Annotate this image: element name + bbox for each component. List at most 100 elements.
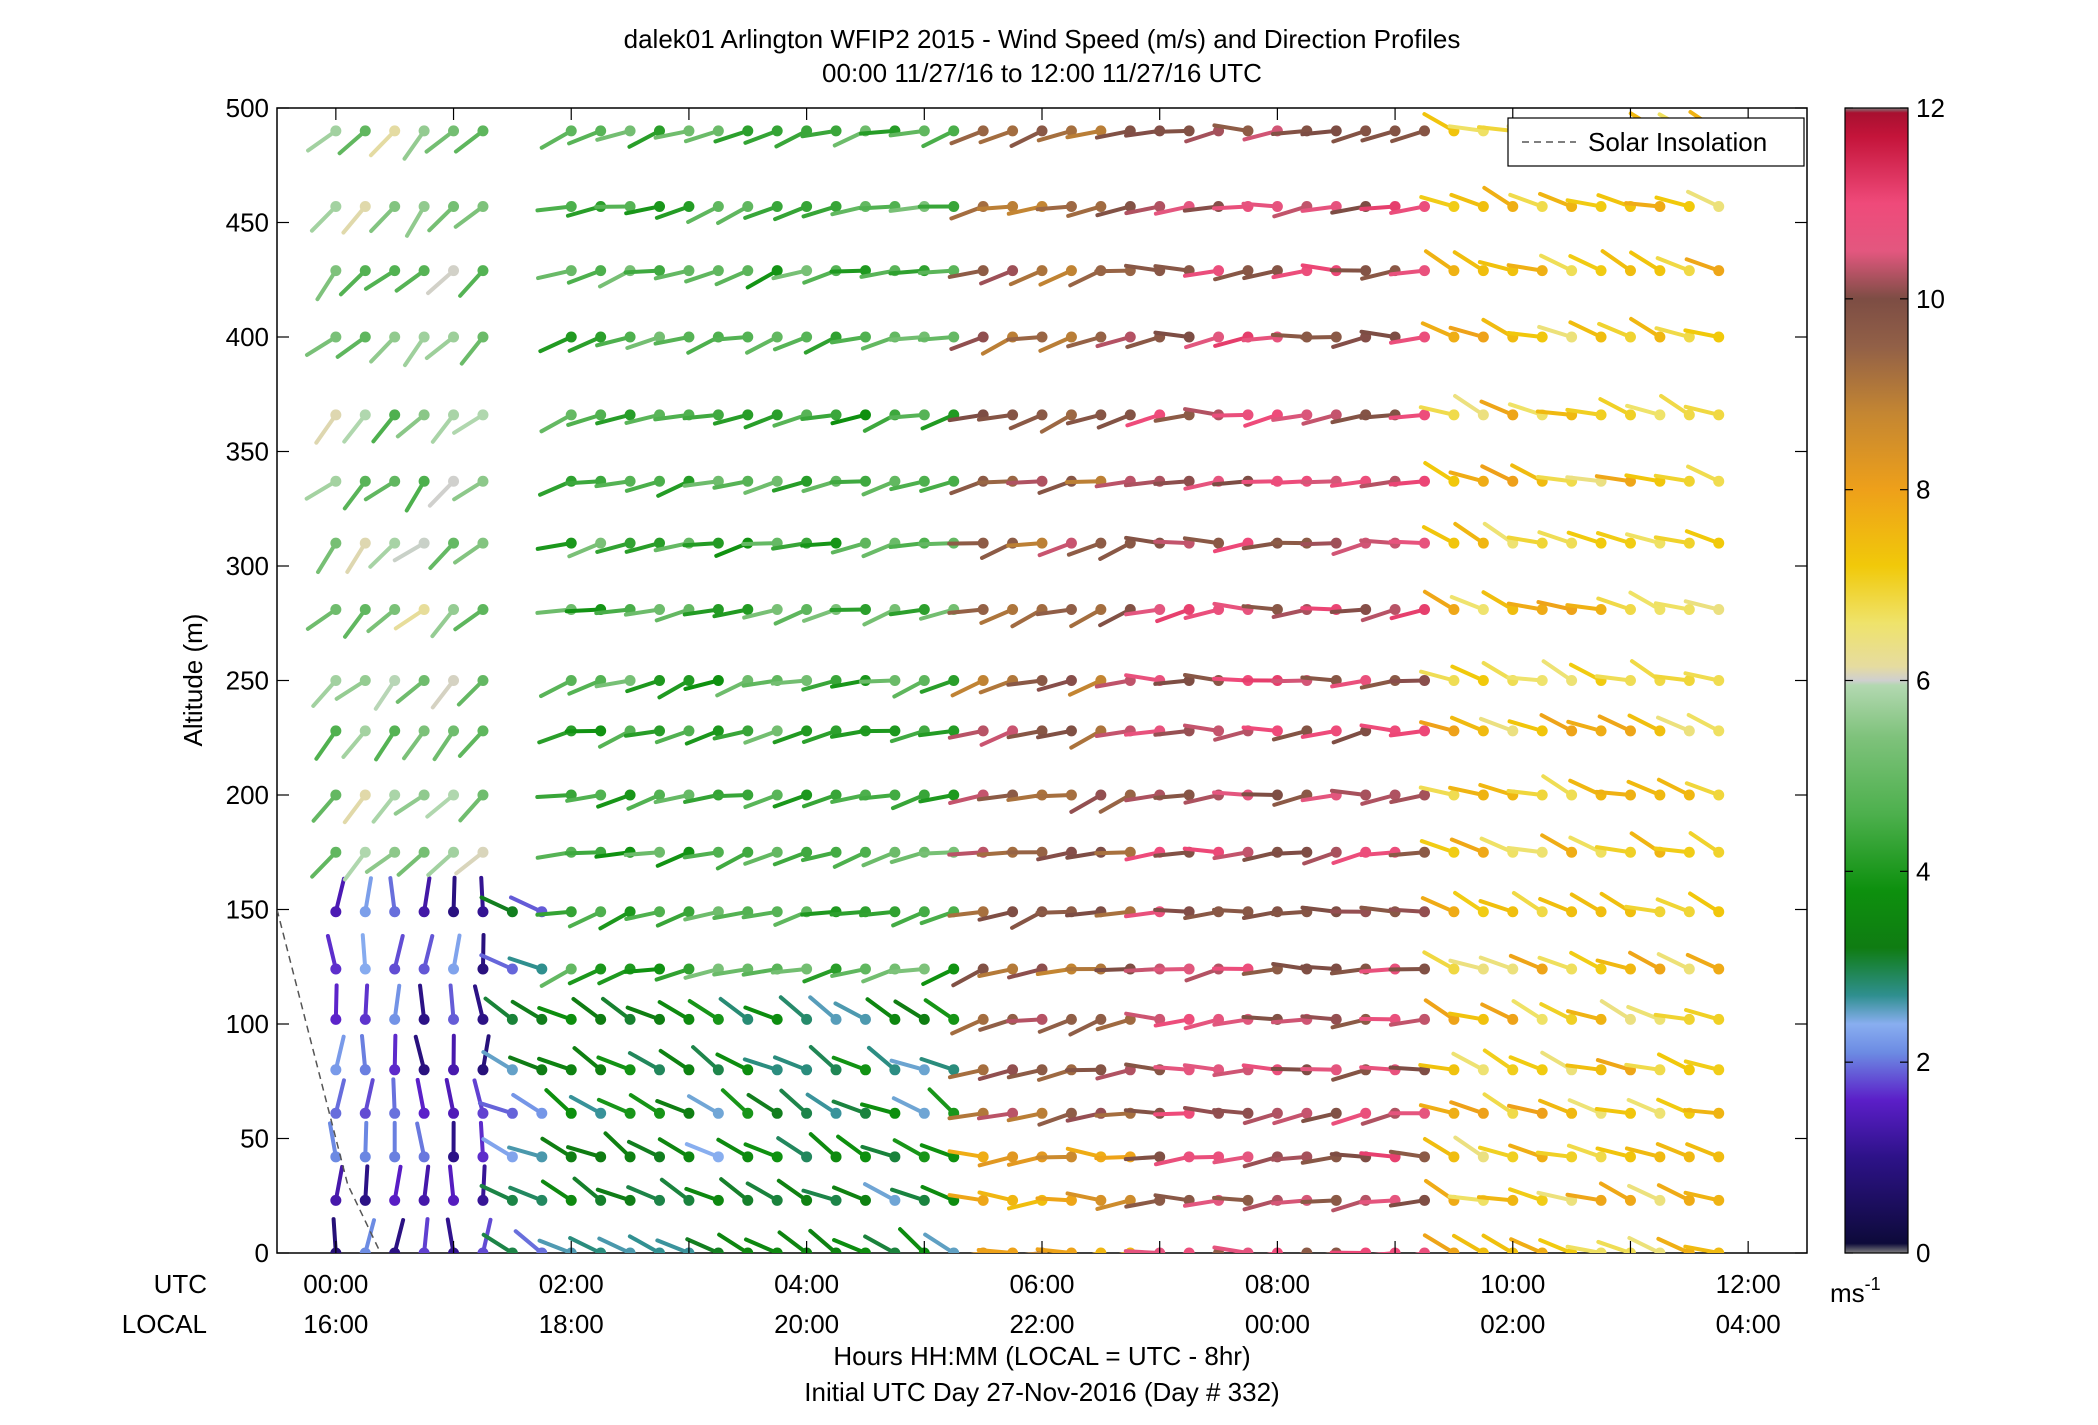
wind-barb-line bbox=[831, 1099, 868, 1116]
wind-barb-line bbox=[1009, 128, 1044, 148]
wind-barb-line bbox=[888, 607, 927, 617]
wind-barb-dot bbox=[1095, 125, 1107, 137]
wind-barb-dot bbox=[1154, 604, 1166, 616]
wind-barb-dot bbox=[1566, 1107, 1578, 1119]
wind-barb-dot bbox=[1065, 675, 1077, 686]
wind-barb-line bbox=[947, 1149, 986, 1159]
wind-barb-dot bbox=[742, 475, 754, 487]
wind-barb-line bbox=[1124, 1062, 1162, 1072]
wind-barb-line bbox=[1600, 249, 1633, 273]
wind-barb-line bbox=[1626, 1097, 1662, 1116]
wind-barb-line bbox=[1565, 1192, 1604, 1203]
wind-barb-line bbox=[1506, 675, 1545, 683]
wind-barb-line bbox=[345, 541, 368, 574]
wind-barb-dot bbox=[977, 604, 989, 616]
wind-barb-dot bbox=[1007, 1194, 1019, 1206]
wind-barb-line bbox=[976, 204, 1015, 212]
wind-barb-dot bbox=[330, 1013, 342, 1025]
wind-barb-dot bbox=[418, 1013, 430, 1025]
wind-barb-line bbox=[1480, 464, 1515, 484]
wind-barb-dot bbox=[1448, 604, 1460, 616]
wind-barb-dot bbox=[830, 1107, 842, 1119]
wind-barb-line bbox=[1271, 728, 1309, 742]
wind-barb-line bbox=[341, 728, 368, 759]
wind-barb-dot bbox=[565, 1194, 577, 1206]
wind-barb-line bbox=[426, 268, 456, 296]
wind-barb-dot bbox=[418, 125, 430, 137]
wind-barb-line bbox=[1450, 664, 1486, 683]
wind-barb-dot bbox=[1624, 1194, 1636, 1206]
wind-barb-dot bbox=[624, 675, 636, 686]
wind-barb-dot bbox=[359, 409, 371, 421]
wind-barb-line bbox=[976, 1248, 1015, 1253]
wind-barb-line bbox=[718, 996, 750, 1022]
wind-barb-line bbox=[889, 728, 927, 744]
wind-barb-dot bbox=[801, 789, 813, 801]
wind-barb-line bbox=[1389, 607, 1427, 621]
wind-barb-line bbox=[1448, 958, 1486, 972]
wind-barb-line bbox=[923, 998, 956, 1022]
wind-barb-dot bbox=[477, 537, 489, 549]
wind-barb-line bbox=[829, 479, 868, 485]
wind-barb-dot bbox=[948, 475, 960, 487]
wind-barb-line bbox=[1628, 950, 1662, 972]
wind-barb-line bbox=[626, 1185, 662, 1203]
wind-barb-line bbox=[1123, 1154, 1162, 1162]
wind-barb-line bbox=[1300, 479, 1339, 485]
wind-barb-dot bbox=[889, 1013, 901, 1025]
wind-barb-line bbox=[1422, 1233, 1456, 1253]
x-tick-label-utc: 10:00 bbox=[1480, 1269, 1545, 1299]
wind-barb-line bbox=[1506, 330, 1545, 339]
wind-barb-dot bbox=[1007, 265, 1019, 277]
wind-barb-line bbox=[1449, 715, 1486, 733]
wind-barb-dot bbox=[918, 1107, 930, 1119]
wind-barb-line bbox=[1599, 891, 1633, 914]
wind-barb-dot bbox=[1242, 1194, 1254, 1206]
wind-barb-line bbox=[712, 728, 750, 741]
wind-barb-line bbox=[481, 1137, 515, 1159]
wind-barb-dot bbox=[654, 537, 665, 549]
wind-barb-dot bbox=[1536, 265, 1548, 277]
wind-barb-dot bbox=[565, 1013, 577, 1025]
wind-barb-dot bbox=[712, 125, 724, 137]
wind-barb-line bbox=[1212, 907, 1250, 914]
wind-barb-line bbox=[1447, 1011, 1486, 1022]
wind-barb-dot bbox=[889, 1194, 901, 1206]
wind-barb-line bbox=[858, 678, 897, 684]
wind-barb-line bbox=[1359, 850, 1398, 858]
wind-barb-line bbox=[624, 479, 662, 493]
wind-barb-dot bbox=[389, 1151, 401, 1163]
wind-barb-dot bbox=[595, 537, 607, 549]
wind-barb-line bbox=[333, 983, 339, 1022]
wind-barb-line bbox=[1068, 1017, 1103, 1037]
wind-barb-dot bbox=[506, 1064, 518, 1076]
wind-barb-dot bbox=[359, 604, 371, 616]
wind-barb-dot bbox=[1507, 963, 1519, 975]
wind-barb-dot bbox=[977, 265, 989, 277]
wind-barb-line bbox=[392, 1218, 406, 1253]
wind-barb-dot bbox=[1242, 1151, 1254, 1163]
wind-barb-dot bbox=[1036, 331, 1048, 343]
wind-barb-dot bbox=[654, 475, 665, 487]
wind-barb-dot bbox=[1419, 675, 1430, 686]
wind-barb-dot bbox=[418, 1107, 430, 1119]
wind-barb-dot bbox=[1507, 1064, 1519, 1076]
wind-barb-dot bbox=[477, 725, 489, 737]
wind-barb-line bbox=[1094, 728, 1133, 738]
wind-barb-dot bbox=[1330, 537, 1342, 549]
wind-barb-line bbox=[1118, 1251, 1133, 1253]
wind-barb-line bbox=[342, 850, 368, 882]
wind-barb-dot bbox=[1065, 537, 1077, 549]
wind-barb-line bbox=[1241, 201, 1280, 209]
wind-barb-line bbox=[448, 983, 456, 1022]
wind-barb-line bbox=[510, 999, 544, 1022]
wind-barb-dot bbox=[712, 1194, 724, 1206]
wind-barb-line bbox=[772, 335, 809, 352]
wind-barb-dot bbox=[1654, 409, 1666, 421]
wind-barb-dot bbox=[1536, 789, 1548, 801]
wind-barb-dot bbox=[418, 537, 430, 549]
wind-barb-line bbox=[1685, 1142, 1721, 1159]
wind-barb-dot bbox=[1683, 200, 1695, 212]
wind-barb-line bbox=[364, 850, 397, 874]
wind-barb-dot bbox=[918, 963, 930, 975]
